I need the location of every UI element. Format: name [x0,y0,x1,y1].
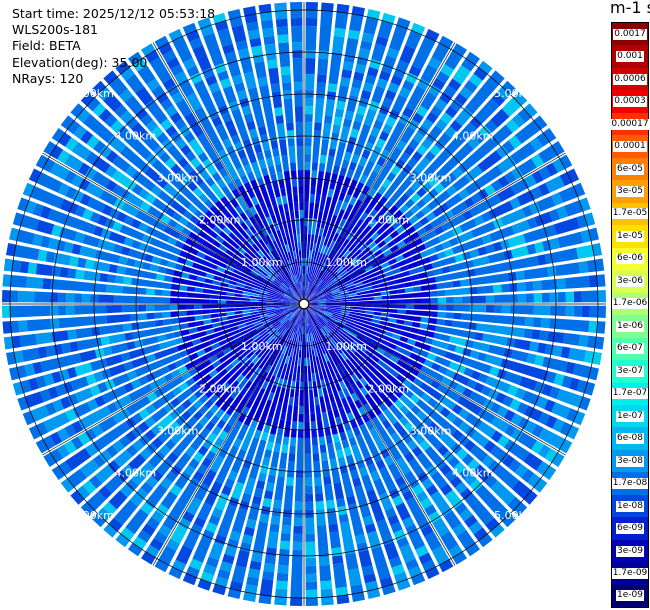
colorbar-tick-label: 3e-05 [616,186,644,198]
colorbar-segment: 1.7e-08 [611,472,649,495]
colorbar-segment: 6e-05 [612,157,648,181]
elevation-text: Elevation(deg): 35.00 [12,54,148,70]
nrays-text: NRays: 120 [12,70,84,86]
colorbar-tick-label: 3e-06 [616,275,644,287]
range-ring-label: 4.00km [115,129,157,142]
start-time-text: Start time: 2025/12/12 05:53:18 [12,6,216,21]
colorbar-segment: 1.7e-05 [611,202,649,226]
colorbar-segment: 1e-09 [612,584,648,608]
colorbar-segment: 6e-06 [612,247,648,271]
colorbar-tick-label: 0.00017 [610,118,650,130]
colorbar-segment: 0.0003 [612,90,648,113]
colorbar-tick-label: 0.0001 [613,141,647,153]
range-ring-label: 3.00km [157,172,199,185]
colorbar-tick-label: 1.7e-07 [611,388,649,400]
colorbar-unit-label: m-1 sr-1 [610,0,650,17]
colorbar-segment: 1e-07 [612,404,648,428]
colorbar-segment: 6e-09 [612,517,648,540]
colorbar-tick-label: 0.0017 [613,28,647,40]
colorbar-segment: 3e-07 [612,360,648,383]
colorbar-segment: 0.0006 [612,67,648,91]
range-ring-label: 5.00km [72,509,114,522]
colorbar-tick-label: 6e-06 [616,253,644,265]
colorbar-segment: 0.0001 [612,135,648,158]
range-ring-label: 4.00km [452,129,494,142]
colorbar-tick-label: 0.0003 [613,96,647,108]
range-ring-label: 5.00km [494,509,536,522]
range-ring-label: 1.00km [325,256,367,269]
colorbar-segment: 0.0017 [612,23,648,46]
colorbar-tick-label: 6e-08 [616,433,644,445]
colorbar-tick-label: 3e-09 [616,545,644,557]
colorbar: 0.0017 0.001 0.0006 0.0003 0.00017 0.0001 6e-0… [610,22,650,608]
range-ring-label: 1.00km [241,256,283,269]
range-ring-labels: 1.00km 1.00km 1.00km 1.00km 2.00km 2.00km 2.00… [72,87,535,522]
colorbar-tick-label: 1.7e-05 [611,208,649,220]
radar-center-marker [298,298,310,310]
colorbar-tick-label: 3e-08 [616,455,644,467]
sweep-gates [6,2,606,606]
range-ring-label: 2.00km [199,382,241,395]
range-ring-label: 4.00km [115,467,157,480]
colorbar-segment: 1.7e-09 [611,562,649,585]
range-ring-label: 3.00km [410,172,452,185]
scan-info: Start time: 2025/12/12 05:53:18 WLS200s-… [12,6,215,87]
colorbar-tick-label: 1.7e-09 [611,567,649,579]
range-ring-label: 3.00km [157,425,199,438]
radial-sweep [2,2,606,606]
colorbar-segment: 0.00017 [610,112,650,136]
colorbar-tick-label: 1e-06 [616,320,644,332]
colorbar-segment: 1.7e-06 [611,292,649,316]
range-ring-label: 5.00km [72,87,114,100]
colorbar-tick-label: 1e-05 [616,230,644,242]
colorbar-segment: 1e-08 [612,494,648,518]
colorbar-segment: 3e-09 [612,539,648,563]
colorbar-tick-label: 1.7e-08 [611,478,649,490]
colorbar-tick-label: 6e-09 [616,523,644,535]
colorbar-tick-label: 1e-07 [616,410,644,422]
colorbar-segment: 6e-08 [612,427,648,450]
range-ring-label: 2.00km [368,382,410,395]
range-ring-label: 1.00km [325,340,367,353]
instrument-text: WLS200s-181 [12,22,98,38]
colorbar-segment: 6e-07 [612,337,648,361]
range-ring-label: 3.00km [410,425,452,438]
colorbar-tick-label: 1.7e-06 [611,298,649,310]
range-ring-label: 1.00km [241,340,283,353]
colorbar-segment: 1e-05 [612,225,648,248]
colorbar-segment: 0.001 [612,45,648,68]
colorbar-tick-label: 0.0006 [613,73,647,85]
range-ring-label: 2.00km [199,214,241,227]
colorbar-tick-label: 1e-09 [616,590,644,602]
field-text: Field: BETA [12,38,81,54]
colorbar-tick-label: 1e-08 [616,500,644,512]
colorbar-segment: 3e-08 [612,449,648,473]
colorbar-segment: 3e-06 [612,270,648,293]
colorbar-tick-label: 6e-05 [616,163,644,175]
range-ring-label: 5.00km [494,87,536,100]
colorbar-tick-label: 6e-07 [616,343,644,355]
colorbar-tick-label: 3e-07 [616,365,644,377]
colorbar-segment: 1e-06 [612,315,648,338]
sweep-gates [170,170,430,434]
range-ring-label: 2.00km [368,214,410,227]
colorbar-segment: 3e-05 [612,180,648,203]
colorbar-tick-label: 0.001 [616,51,644,63]
range-ring-label: 4.00km [452,467,494,480]
colorbar-segment: 1.7e-07 [611,382,649,405]
